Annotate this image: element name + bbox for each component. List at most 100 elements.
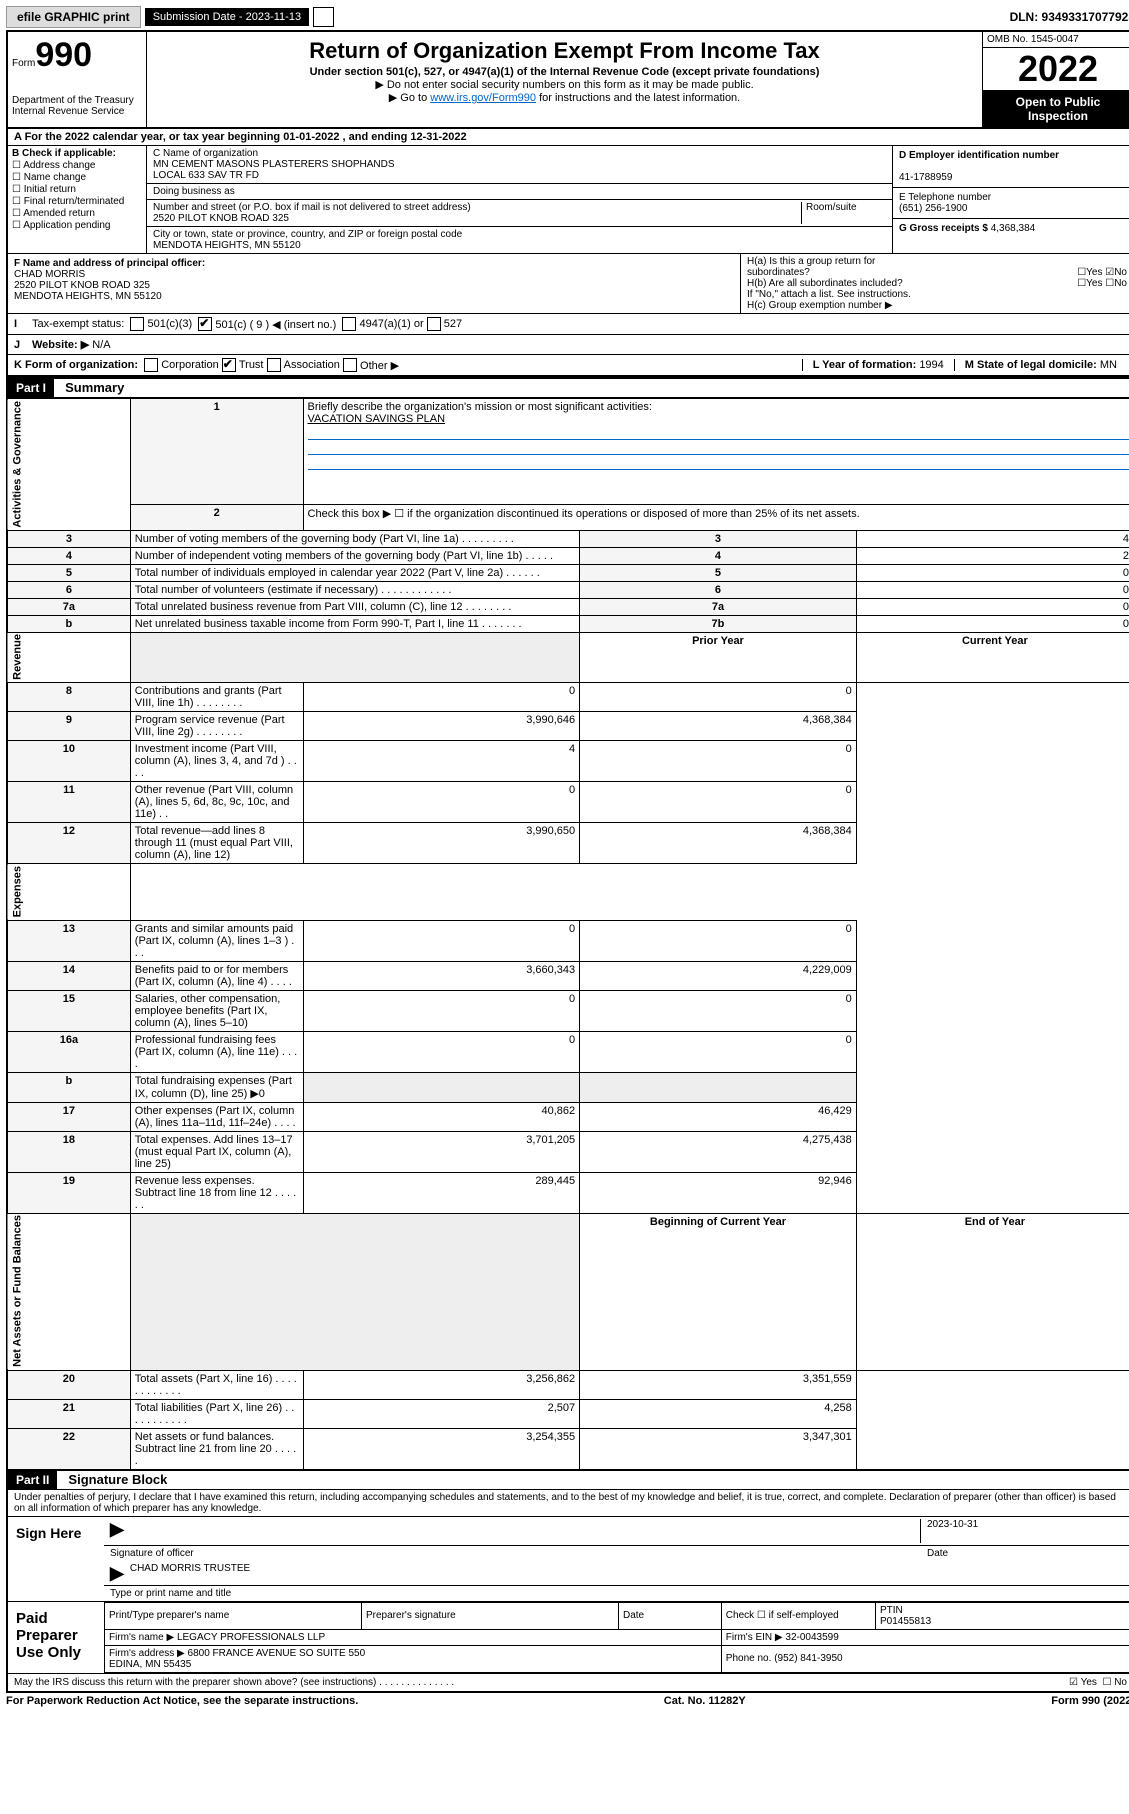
year-formation: 1994 [919,359,943,371]
table-row: 6 Total number of volunteers (estimate i… [7,581,1129,598]
firm-phone: (952) 841-3950 [774,1653,842,1664]
ha-yes-no[interactable]: ☐Yes ☑No [1077,267,1127,278]
preparer-table: Print/Type preparer's name Preparer's si… [104,1602,1129,1673]
form-number: 990 [35,36,92,74]
form-title: Return of Organization Exempt From Incom… [157,38,972,64]
submission-date-box [313,7,334,27]
part2-label: Part II [8,1471,57,1489]
table-row: 17 Other expenses (Part IX, column (A), … [7,1102,1129,1131]
table-row: 8 Contributions and grants (Part VIII, l… [7,683,1129,712]
arrow-icon: ▶ [110,1519,124,1543]
irs-link[interactable]: www.irs.gov/Form990 [430,92,536,104]
inspection-label: Open to Public Inspection [983,91,1129,127]
prep-date-label: Date [619,1602,722,1629]
table-row: b Net unrelated business taxable income … [7,615,1129,632]
cb-501c[interactable] [198,317,212,331]
cb-501c3[interactable] [130,317,144,331]
date-label: Date [927,1548,1127,1559]
topbar: efile GRAPHIC print Submission Date - 20… [6,6,1129,28]
footer-left: For Paperwork Reduction Act Notice, see … [6,1695,358,1707]
part1-header-row: Part I Summary [6,377,1129,398]
omb-number: OMB No. 1545-0047 [983,32,1129,48]
officer-addr2: MENDOTA HEIGHTS, MN 55120 [14,291,162,302]
col-prior: Prior Year [580,632,857,683]
cb-final-return[interactable]: ☐ Final return/terminated [12,196,142,207]
prep-name-label: Print/Type preparer's name [105,1602,362,1629]
summary-table: Activities & Governance 1 Briefly descri… [6,398,1129,1471]
side-revenue: Revenue [7,632,130,683]
col-current: Current Year [856,632,1129,683]
prep-check[interactable]: Check ☐ if self-employed [721,1602,875,1629]
cb-address-change[interactable]: ☐ Address change [12,160,142,171]
cb-4947[interactable] [342,317,356,331]
table-row: 11 Other revenue (Part VIII, column (A),… [7,782,1129,823]
cb-application[interactable]: ☐ Application pending [12,220,142,231]
table-row: 16a Professional fundraising fees (Part … [7,1031,1129,1072]
table-row: 13 Grants and similar amounts paid (Part… [7,920,1129,961]
cb-name-change[interactable]: ☐ Name change [12,172,142,183]
part2-title: Signature Block [60,1472,167,1487]
table-row: 14 Benefits paid to or for members (Part… [7,961,1129,990]
tax-year-row: A For the 2022 calendar year, or tax yea… [6,129,1129,146]
part1-label: Part I [8,379,54,397]
tax-year: 2022 [983,48,1129,91]
cb-trust[interactable] [222,358,236,372]
city-value: MENDOTA HEIGHTS, MN 55120 [153,240,301,251]
firm-ein: 32-0043599 [785,1632,838,1643]
mission-value: VACATION SAVINGS PLAN [308,413,446,425]
cb-assoc[interactable] [267,358,281,372]
officer-addr1: 2520 PILOT KNOB ROAD 325 [14,280,150,291]
col-begin: Beginning of Current Year [580,1213,857,1370]
org-name-2: LOCAL 633 SAV TR FD [153,170,259,181]
discuss-text: May the IRS discuss this return with the… [14,1677,454,1688]
firm-addr2: EDINA, MN 55435 [109,1659,191,1670]
dept-label: Department of the Treasury Internal Reve… [12,95,142,117]
ein-value: 41-1788959 [899,172,952,183]
cb-corp[interactable] [144,358,158,372]
cb-initial-return[interactable]: ☐ Initial return [12,184,142,195]
prep-sig-label: Preparer's signature [362,1602,619,1629]
cb-amended[interactable]: ☐ Amended return [12,208,142,219]
sig-officer-label: Signature of officer [110,1548,927,1559]
signature-block: Under penalties of perjury, I declare th… [6,1490,1129,1693]
ein-label: D Employer identification number [899,150,1059,161]
section-k-l-m: K Form of organization: Corporation Trus… [6,355,1129,377]
table-row: 4 Number of independent voting members o… [7,547,1129,564]
table-row: 21 Total liabilities (Part X, line 26) .… [7,1399,1129,1428]
part1-title: Summary [57,380,124,395]
side-expenses: Expenses [7,864,130,920]
gross-value: 4,368,384 [991,223,1036,234]
hb-yes-no[interactable]: ☐Yes ☐No [1077,278,1127,289]
section-f: F Name and address of principal officer:… [8,254,740,313]
officer-name-value: CHAD MORRIS TRUSTEE [130,1563,250,1583]
section-d-e-g: D Employer identification number 41-1788… [892,146,1129,253]
col-end: End of Year [856,1213,1129,1370]
discuss-yes-no[interactable]: ☑ Yes ☐ No [1069,1677,1127,1688]
table-row: 20 Total assets (Part X, line 16) . . . … [7,1370,1129,1399]
section-h: H(a) Is this a group return for subordin… [740,254,1129,313]
cb-527[interactable] [427,317,441,331]
officer-name: CHAD MORRIS [14,269,85,280]
entity-block: B Check if applicable: ☐ Address change … [6,146,1129,254]
type-label: Type or print name and title [104,1586,1129,1601]
form-note-1: ▶ Do not enter social security numbers o… [157,78,972,91]
table-row: 5 Total number of individuals employed i… [7,564,1129,581]
section-c: C Name of organization MN CEMENT MASONS … [147,146,892,253]
dba-label: Doing business as [153,186,235,197]
section-i: I Tax-exempt status: 501(c)(3) 501(c) ( … [6,314,1129,335]
arrow-icon-2: ▶ [110,1563,124,1583]
q1-cell: Briefly describe the organization's miss… [303,399,1129,505]
q2-text: Check this box ▶ ☐ if the organization d… [303,505,1129,530]
table-row: 22 Net assets or fund balances. Subtract… [7,1428,1129,1470]
addr-label: Number and street (or P.O. box if mail i… [153,202,471,213]
firm-addr: 6800 FRANCE AVENUE SO SUITE 550 [188,1648,366,1659]
efile-button[interactable]: efile GRAPHIC print [6,6,141,28]
city-label: City or town, state or province, country… [153,229,462,240]
cb-other[interactable] [343,358,357,372]
form-subtitle: Under section 501(c), 527, or 4947(a)(1)… [157,66,972,78]
officer-row: F Name and address of principal officer:… [6,254,1129,314]
sig-date: 2023-10-31 [920,1519,1127,1543]
table-row: 9 Program service revenue (Part VIII, li… [7,712,1129,741]
submission-date-label: Submission Date - 2023-11-13 [145,8,309,26]
org-name-label: C Name of organization [153,148,258,159]
